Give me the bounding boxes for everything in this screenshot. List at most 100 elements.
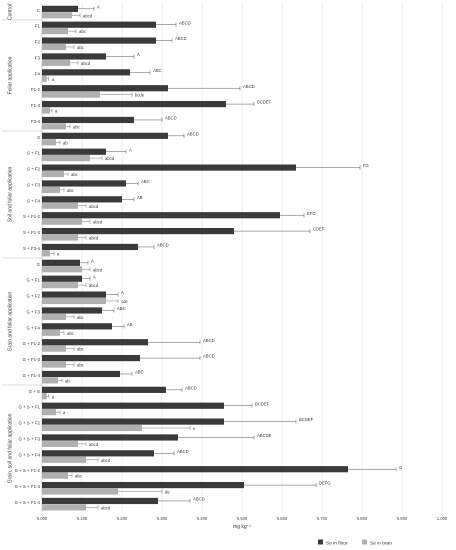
significance-label-bran: abcd	[93, 267, 103, 272]
bar-se-in-bran	[42, 393, 47, 400]
legend-label-bran: Se in bran	[370, 540, 392, 546]
bar-se-in-bran	[42, 43, 66, 51]
significance-label-flour: A	[97, 4, 100, 9]
x-tick-label: 0.500	[237, 516, 248, 521]
bar-se-in-bran	[42, 250, 50, 257]
significance-label-flour: ABC	[141, 179, 150, 184]
category-label: G + S + F3	[19, 436, 41, 441]
significance-label-bran: abcd	[89, 204, 99, 209]
bar-se-in-flour	[42, 227, 234, 235]
significance-label-flour: ABCD	[165, 116, 177, 121]
bar-se-in-bran	[42, 234, 78, 241]
significance-label-flour: G	[399, 465, 402, 470]
bar-se-in-flour	[42, 243, 138, 251]
bar-se-in-flour	[42, 418, 224, 425]
significance-label-bran: de	[165, 490, 170, 495]
significance-label-flour: A	[129, 147, 132, 152]
bar-se-in-flour	[42, 291, 106, 298]
significance-label-bran: bcde	[135, 93, 145, 98]
bar-se-in-flour	[42, 180, 126, 187]
x-tick-label: 0.900	[397, 516, 408, 521]
bar-se-in-bran	[42, 266, 82, 273]
x-axis-title: mg kg⁻¹	[233, 524, 251, 530]
significance-label-flour: BCDEF	[299, 417, 314, 422]
bar-se-in-flour	[42, 85, 168, 92]
bar-se-in-bran	[42, 409, 56, 416]
significance-label-flour: EFG	[307, 211, 316, 216]
category-label: G + S	[29, 389, 40, 394]
x-tick-label: 0.300	[157, 516, 168, 521]
x-tick-label: 0.000	[37, 516, 48, 521]
significance-label-flour: BCDEF	[257, 100, 272, 105]
significance-label-flour: ABCD	[203, 338, 215, 343]
significance-label-bran: abcd	[93, 220, 103, 225]
significance-label-bran: abc	[77, 45, 84, 50]
bar-se-in-flour	[42, 323, 112, 330]
bar-se-in-bran	[42, 123, 66, 130]
significance-label-bran: a	[63, 410, 66, 415]
significance-label-flour: ABCD	[187, 131, 199, 136]
significance-label-bran: abcd	[89, 442, 99, 447]
significance-label-flour: ABCD	[179, 20, 191, 25]
bar-se-in-flour	[42, 196, 122, 203]
bar-se-in-flour	[42, 100, 226, 108]
bar-se-in-flour	[42, 53, 106, 60]
significance-label-bran: cde	[121, 299, 128, 304]
significance-label-flour: AB	[127, 322, 133, 327]
bar-se-in-flour	[42, 37, 156, 44]
bar-se-in-bran	[42, 186, 60, 193]
significance-label-flour: ABCD	[243, 84, 255, 89]
x-tick-label: 0.800	[357, 516, 368, 521]
x-tick-label: 1.000	[437, 516, 448, 521]
significance-label-flour: ABCD	[175, 36, 187, 41]
bar-se-in-bran	[42, 488, 118, 495]
significance-label-bran: abcd	[81, 61, 91, 66]
bar-se-in-bran	[42, 59, 70, 66]
bar-se-in-bran	[42, 170, 64, 178]
significance-label-bran: ab	[65, 378, 70, 383]
significance-label-bran: abc	[79, 29, 86, 34]
category-label: G + S + F1	[19, 405, 41, 410]
category-label: G + F3	[26, 309, 40, 314]
category-label: G	[37, 262, 41, 267]
category-label: G + S + F1-2	[15, 468, 41, 473]
significance-label-bran: abcd	[101, 505, 111, 510]
significance-label-bran: abc	[71, 172, 78, 177]
significance-label-bran: a	[57, 251, 60, 256]
significance-label-bran: abcd	[105, 156, 115, 161]
significance-label-bran: abc	[75, 474, 82, 479]
bar-se-in-flour	[42, 466, 348, 473]
bar-se-in-bran	[42, 440, 78, 447]
significance-label-flour: FG	[363, 163, 369, 168]
bar-se-in-bran	[42, 361, 66, 368]
bar-se-in-bran	[42, 107, 50, 114]
significance-label-flour: AB	[137, 195, 143, 200]
significance-label-flour: A	[93, 274, 96, 279]
significance-label-flour: A	[137, 52, 140, 57]
category-label: F1	[35, 24, 41, 29]
bar-se-in-bran	[42, 202, 78, 209]
category-label: F1-3	[31, 103, 41, 108]
significance-label-bran: abcd	[101, 458, 111, 463]
bar-se-in-flour	[42, 354, 140, 362]
significance-label-flour: ABCD	[177, 449, 189, 454]
bar-se-in-bran	[42, 139, 56, 146]
category-label: S + F3	[27, 182, 41, 187]
category-label: F2	[35, 40, 41, 45]
significance-label-bran: abcd	[83, 13, 93, 18]
group-label: Foliar application	[7, 56, 13, 94]
bar-se-in-flour	[42, 402, 224, 409]
bar-se-in-flour	[42, 450, 154, 457]
significance-label-flour: ABCD	[203, 354, 215, 359]
significance-label-flour: A	[121, 290, 124, 295]
bar-se-in-bran	[42, 297, 106, 305]
category-label: G + F1	[26, 278, 40, 283]
category-label: F4	[35, 71, 41, 76]
significance-label-bran: abc	[67, 188, 74, 193]
significance-label-bran: abcd	[89, 236, 99, 241]
bar-se-in-bran	[42, 91, 100, 98]
category-label: G + F1-2	[23, 341, 41, 346]
bar-se-in-flour	[42, 307, 102, 314]
significance-label-flour: ABC	[135, 370, 144, 375]
